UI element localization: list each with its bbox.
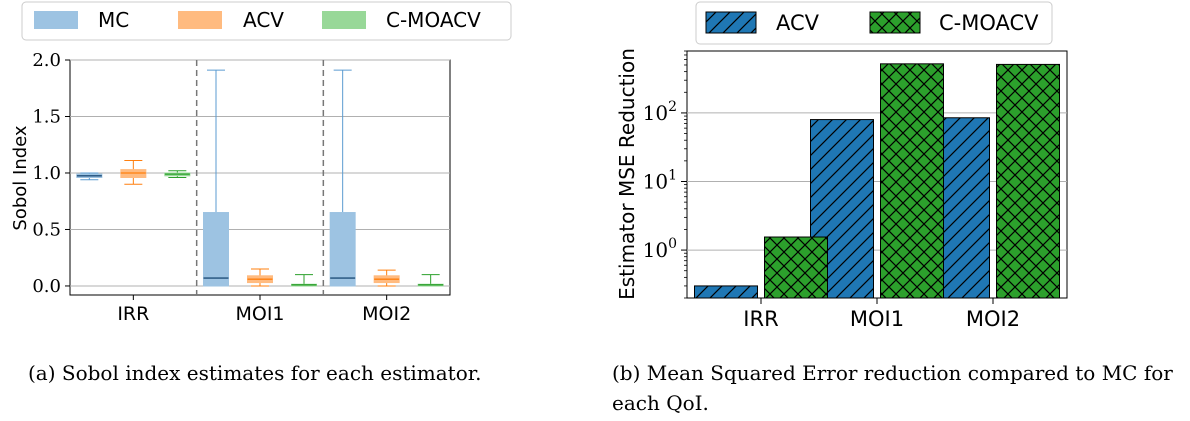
y-tick-label: 1.5 — [32, 106, 61, 127]
legend: MC ACV C-MOACV — [21, 1, 512, 41]
bar-c-moacv-moi2 — [996, 63, 1060, 299]
x-tick-label: IRR — [117, 303, 149, 325]
box-mc-moi2 — [329, 69, 356, 287]
x-tick-label: MOI1 — [850, 307, 904, 331]
bar-acv-irr — [694, 285, 758, 299]
box — [329, 212, 356, 287]
bar-hatch — [880, 63, 944, 299]
bar-c-moacv-moi1 — [880, 63, 944, 299]
caption-a: (a) Sobol index estimates for each estim… — [28, 361, 482, 385]
bar-hatch — [694, 285, 758, 299]
caption-b: (b) Mean Squared Error reduction compare… — [612, 361, 1173, 415]
x-tick-label: IRR — [743, 307, 778, 331]
bar-hatch — [996, 63, 1060, 299]
legend: ACV C-MOACV — [695, 1, 1053, 45]
box-acv-moi1 — [247, 268, 273, 287]
legend-frame — [21, 1, 512, 41]
sobol-boxplot-chart: 0.00.51.01.52.0 IRR MOI1 MOI2 Sobol Index … — [10, 1, 512, 325]
y-axis-label: Sobol Index — [10, 125, 31, 231]
box-c-moacv-moi2 — [417, 274, 444, 287]
box-mc-irr — [76, 172, 103, 181]
y-tick-label: 102 — [643, 99, 677, 125]
x-axis-ticks: IRR MOI1 MOI2 — [743, 298, 1020, 331]
legend-swatch-acv-hatch — [705, 11, 757, 34]
box-mc-moi1 — [203, 69, 229, 287]
bar-series — [694, 63, 1060, 299]
bar-hatch — [764, 236, 828, 299]
x-tick-label: MOI1 — [235, 303, 284, 325]
y-axis-ticks: 0.0 0.5 1.0 1.5 2.0 — [32, 50, 70, 297]
y-tick-label: 101 — [643, 167, 677, 193]
legend-label-acv: ACV — [243, 8, 284, 32]
legend-swatch-cmoacv-hatch — [869, 11, 921, 34]
y-tick-label: 100 — [643, 236, 677, 262]
box-acv-moi2 — [373, 269, 400, 287]
legend-label-cmoacv: C-MOACV — [939, 11, 1039, 35]
box — [203, 212, 229, 287]
legend-label-acv: ACV — [776, 11, 820, 35]
y-tick-label: 0.5 — [32, 219, 61, 240]
legend-label-cmoacv: C-MOACV — [386, 8, 481, 32]
y-axis-label: Estimator MSE Reduction — [615, 48, 639, 300]
y-tick-label: 1.0 — [32, 163, 61, 184]
mse-reduction-bar-chart: 100 101 102 IRR MOI1 MOI2 Estimator MSE Redu… — [615, 1, 1068, 331]
box-c-moacv-irr — [164, 170, 191, 178]
box-c-moacv-moi1 — [291, 274, 317, 287]
x-tick-label: MOI2 — [362, 303, 411, 325]
y-tick-label: 2.0 — [32, 50, 61, 71]
legend-swatch-acv — [178, 11, 222, 29]
legend-label-mc: MC — [98, 8, 129, 32]
bar-c-moacv-irr — [764, 236, 828, 299]
group-separators — [195, 60, 325, 295]
legend-swatch-cmoacv — [322, 11, 366, 29]
box-series — [76, 69, 444, 287]
y-axis-ticks: 100 101 102 — [643, 50, 687, 299]
x-axis-ticks: IRR MOI1 MOI2 — [117, 295, 411, 325]
x-tick-label: MOI2 — [966, 307, 1020, 331]
y-tick-label: 0.0 — [32, 276, 61, 297]
legend-swatch-mc — [34, 11, 78, 29]
box-acv-irr — [120, 160, 147, 185]
